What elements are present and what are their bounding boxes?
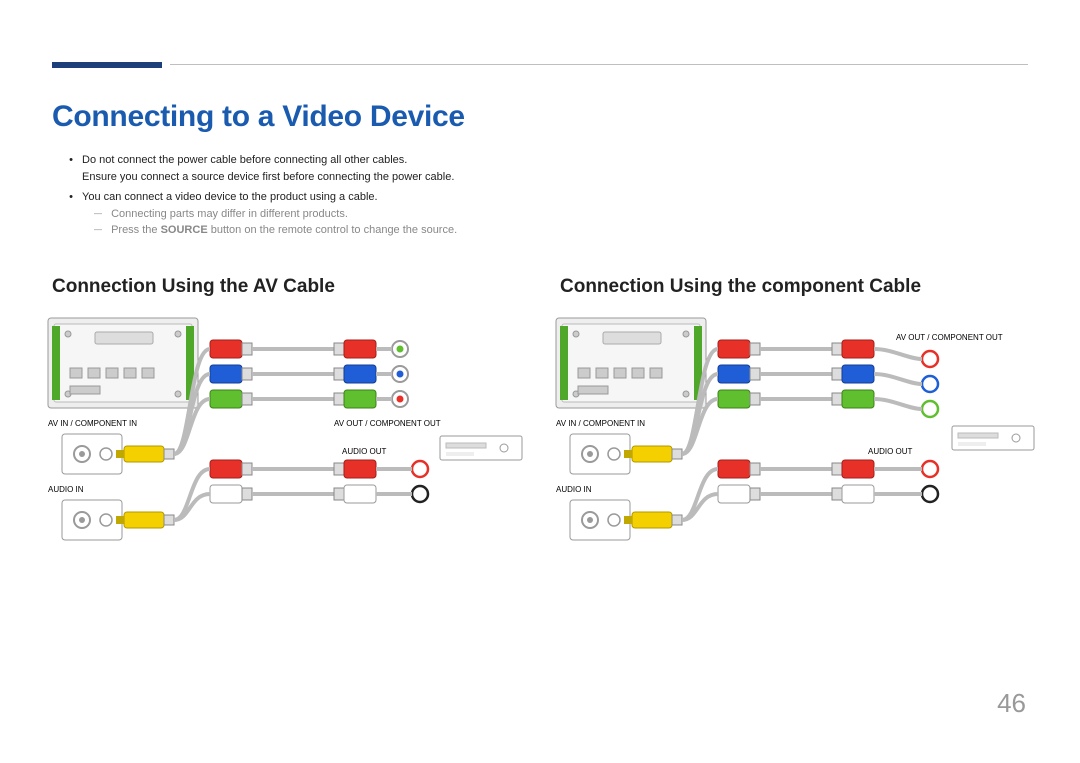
header-accent-bar (52, 62, 162, 68)
source-device (440, 436, 522, 460)
label-audio-in: AUDIO IN (556, 485, 592, 494)
tv-back-panel (48, 318, 198, 408)
bullet-text: Ensure you connect a source device first… (82, 171, 454, 183)
component-out-jacks-audio (922, 461, 938, 502)
bullet-text: You can connect a video device to the pr… (82, 191, 378, 203)
page-number: 46 (997, 688, 1026, 719)
bullet-text: Do not connect the power cable before co… (82, 154, 407, 166)
av-in-jack-panel (62, 434, 122, 474)
av-out-jacks-audio (412, 461, 428, 502)
intro-bullets: • Do not connect the power cable before … (68, 152, 1028, 243)
diagram-av: AV IN / COMPONENT IN AUDIO IN (40, 308, 540, 568)
tv-back-panel (556, 318, 706, 408)
section-title-av: Connection Using the AV Cable (52, 276, 335, 298)
bullet-dot: • (68, 152, 74, 185)
sub-note: Connecting parts may differ in different… (94, 206, 457, 223)
plug-cluster-left (210, 340, 252, 503)
label-audio-in: AUDIO IN (48, 485, 84, 494)
audio-in-jack-panel (570, 500, 630, 540)
label-audio-out: AUDIO OUT (868, 447, 913, 456)
plug-yellow-audio (116, 512, 174, 528)
label-av-out: AV OUT / COMPONENT OUT (334, 419, 441, 428)
label-audio-out: AUDIO OUT (342, 447, 387, 456)
av-in-jack-panel (570, 434, 630, 474)
plug-yellow-av (624, 446, 682, 462)
section-title-component: Connection Using the component Cable (560, 276, 921, 298)
audio-in-jack-panel (62, 500, 122, 540)
component-out-jacks-video (922, 351, 938, 417)
source-device (952, 426, 1034, 450)
plug-yellow-av (116, 446, 174, 462)
bullet-dot: • (68, 189, 74, 239)
plug-cluster-left (718, 340, 760, 503)
page-title: Connecting to a Video Device (52, 100, 465, 134)
diagram-component: AV IN / COMPONENT IN AUDIO IN (548, 308, 1048, 568)
plug-cluster-right (832, 340, 874, 503)
label-av-in: AV IN / COMPONENT IN (556, 419, 645, 428)
sub-note: Press the SOURCE button on the remote co… (94, 222, 457, 239)
header-rule (170, 64, 1028, 65)
av-out-jacks-video (392, 341, 408, 407)
label-av-out: AV OUT / COMPONENT OUT (896, 333, 1003, 342)
plug-yellow-audio (624, 512, 682, 528)
label-av-in: AV IN / COMPONENT IN (48, 419, 137, 428)
